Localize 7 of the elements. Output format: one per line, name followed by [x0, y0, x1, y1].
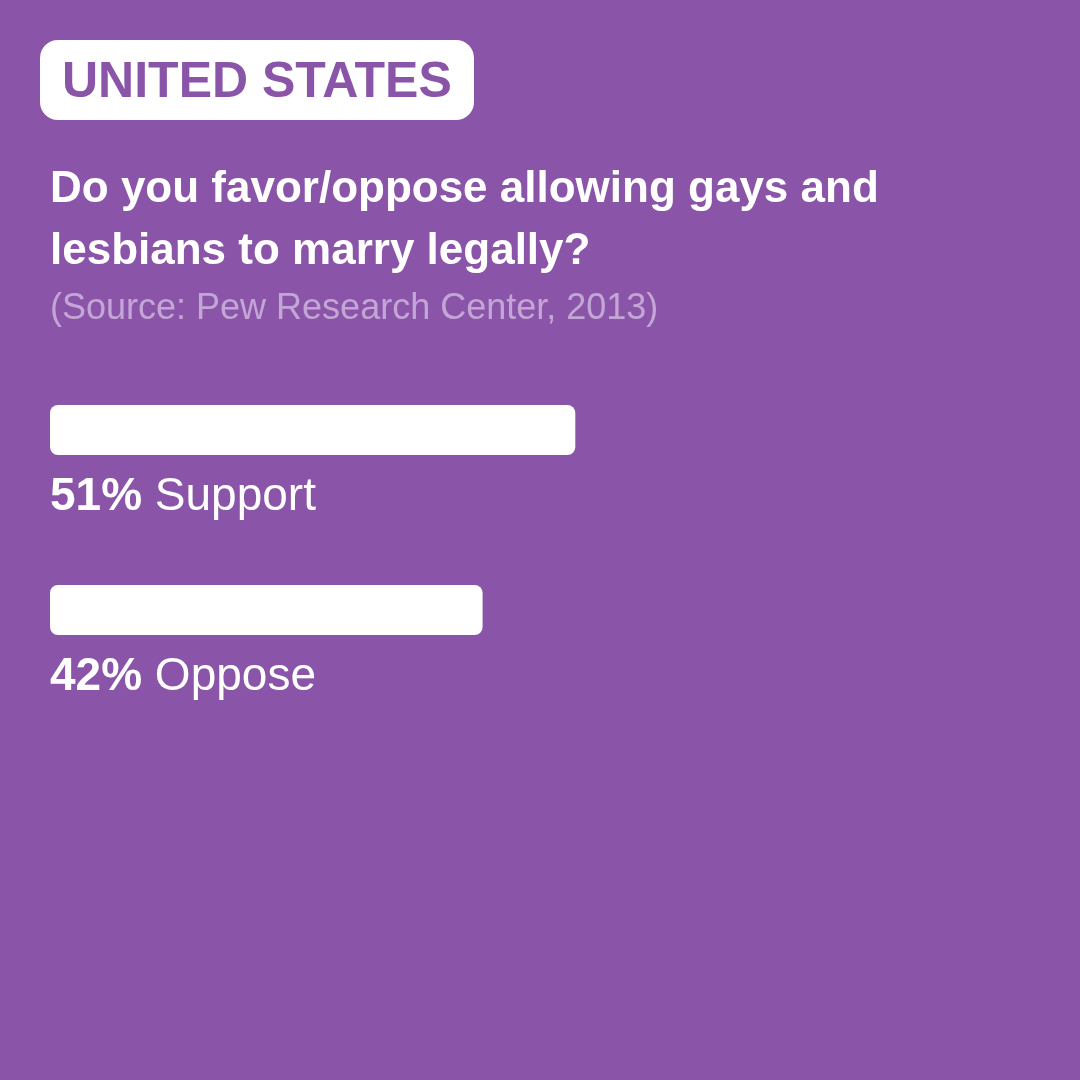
y-tick-label: Oppose — [142, 648, 316, 700]
data-label: 42% — [50, 648, 143, 700]
data-label: 51% — [50, 468, 143, 520]
y-tick-label: Support — [142, 468, 317, 520]
chart-subtitle: Do you favor/oppose allowing gays and lesbians to marry legally? — [50, 161, 880, 275]
text: (Source: Pew Research Center, 2013) — [50, 286, 659, 328]
chart-title: UNITED STATES — [40, 40, 474, 120]
